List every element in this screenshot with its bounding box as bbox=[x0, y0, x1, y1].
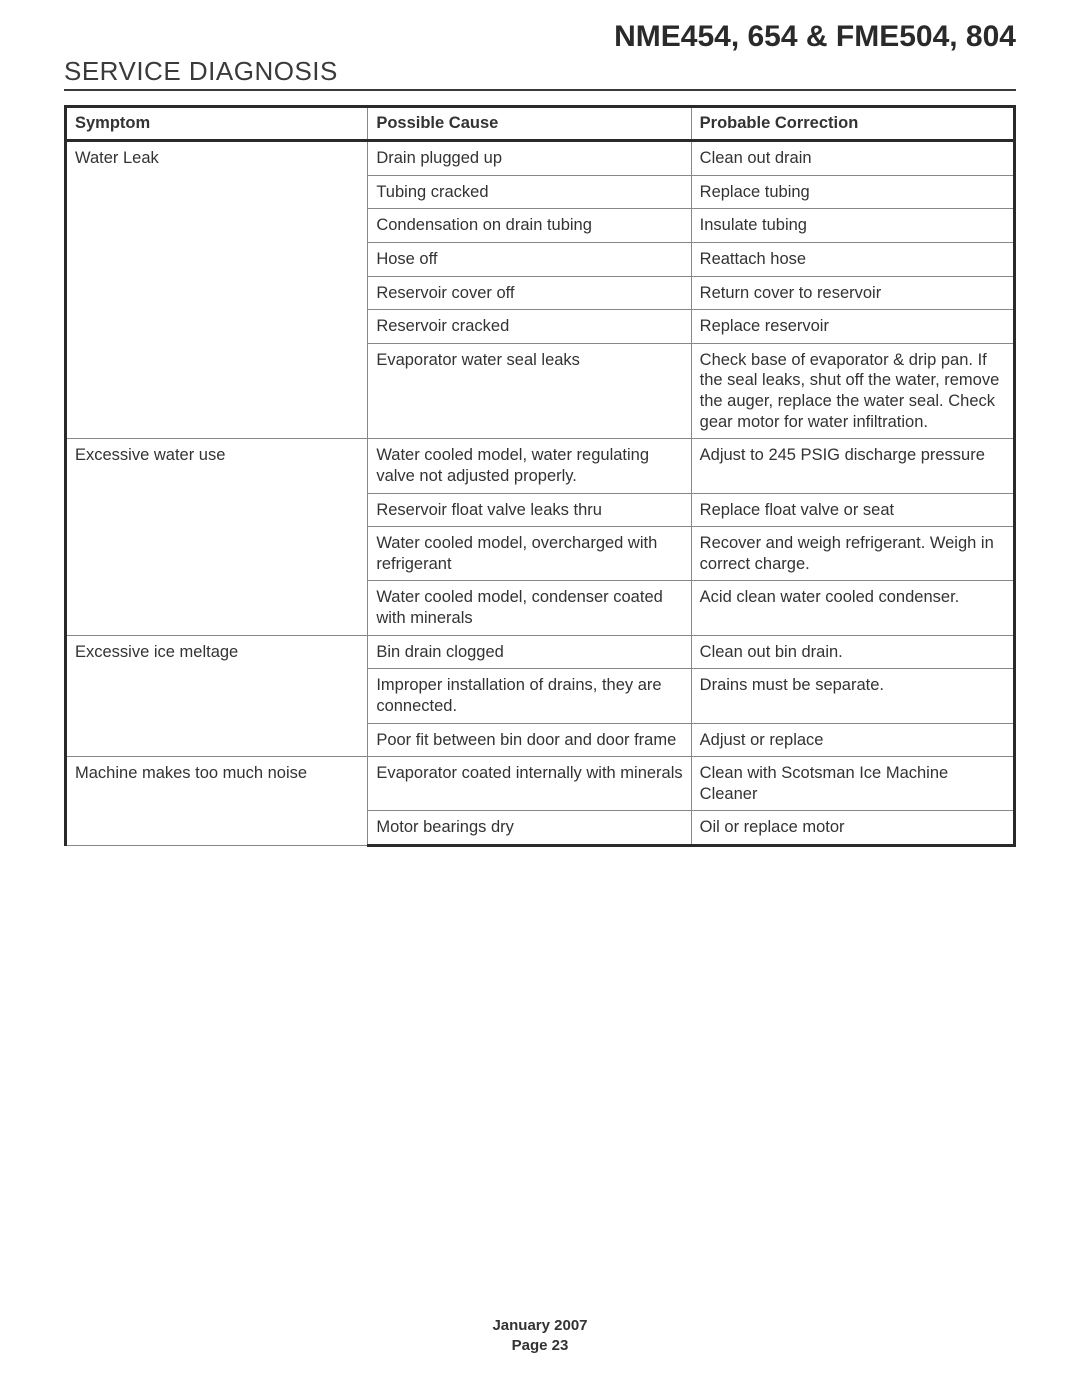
cause-cell: Hose off bbox=[368, 242, 691, 276]
table-header-row: Symptom Possible Cause Probable Correcti… bbox=[66, 107, 1015, 141]
cause-cell: Poor fit between bin door and door frame bbox=[368, 723, 691, 757]
cause-cell: Motor bearings dry bbox=[368, 811, 691, 846]
col-header-fix: Probable Correction bbox=[691, 107, 1014, 141]
fix-cell: Return cover to reservoir bbox=[691, 276, 1014, 310]
col-header-cause: Possible Cause bbox=[368, 107, 691, 141]
table-row: Excessive water useWater cooled model, w… bbox=[66, 439, 1015, 493]
cause-cell: Reservoir cracked bbox=[368, 310, 691, 344]
cause-cell: Improper installation of drains, they ar… bbox=[368, 669, 691, 723]
fix-cell: Replace reservoir bbox=[691, 310, 1014, 344]
fix-cell: Clean out drain bbox=[691, 141, 1014, 176]
cause-cell: Water cooled model, overcharged with ref… bbox=[368, 527, 691, 581]
cause-cell: Reservoir cover off bbox=[368, 276, 691, 310]
section-title: SERVICE DIAGNOSIS bbox=[64, 56, 1016, 91]
fix-cell: Oil or replace motor bbox=[691, 811, 1014, 846]
fix-cell: Acid clean water cooled condenser. bbox=[691, 581, 1014, 635]
fix-cell: Insulate tubing bbox=[691, 209, 1014, 243]
cause-cell: Evaporator water seal leaks bbox=[368, 343, 691, 439]
fix-cell: Reattach hose bbox=[691, 242, 1014, 276]
cause-cell: Evaporator coated internally with minera… bbox=[368, 757, 691, 811]
symptom-cell: Water Leak bbox=[66, 141, 368, 439]
fix-cell: Adjust or replace bbox=[691, 723, 1014, 757]
fix-cell: Replace float valve or seat bbox=[691, 493, 1014, 527]
fix-cell: Check base of evaporator & drip pan. If … bbox=[691, 343, 1014, 439]
table-row: Machine makes too much noiseEvaporator c… bbox=[66, 757, 1015, 811]
fix-cell: Replace tubing bbox=[691, 175, 1014, 209]
footer-page: Page 23 bbox=[0, 1336, 1080, 1356]
footer-date: January 2007 bbox=[0, 1316, 1080, 1336]
cause-cell: Water cooled model, water regulating val… bbox=[368, 439, 691, 493]
diagnosis-table: Symptom Possible Cause Probable Correcti… bbox=[64, 105, 1016, 847]
symptom-cell: Machine makes too much noise bbox=[66, 757, 368, 846]
page-footer: January 2007 Page 23 bbox=[0, 1316, 1080, 1355]
fix-cell: Adjust to 245 PSIG discharge pressure bbox=[691, 439, 1014, 493]
cause-cell: Bin drain clogged bbox=[368, 635, 691, 669]
fix-cell: Recover and weigh refrigerant. Weigh in … bbox=[691, 527, 1014, 581]
symptom-cell: Excessive water use bbox=[66, 439, 368, 635]
cause-cell: Water cooled model, condenser coated wit… bbox=[368, 581, 691, 635]
cause-cell: Reservoir float valve leaks thru bbox=[368, 493, 691, 527]
symptom-cell: Excessive ice meltage bbox=[66, 635, 368, 757]
cause-cell: Drain plugged up bbox=[368, 141, 691, 176]
diagnosis-table-body: Water LeakDrain plugged upClean out drai… bbox=[66, 141, 1015, 846]
cause-cell: Tubing cracked bbox=[368, 175, 691, 209]
cause-cell: Condensation on drain tubing bbox=[368, 209, 691, 243]
model-title: NME454, 654 & FME504, 804 bbox=[64, 20, 1016, 54]
table-row: Excessive ice meltageBin drain cloggedCl… bbox=[66, 635, 1015, 669]
fix-cell: Clean out bin drain. bbox=[691, 635, 1014, 669]
col-header-symptom: Symptom bbox=[66, 107, 368, 141]
fix-cell: Drains must be separate. bbox=[691, 669, 1014, 723]
fix-cell: Clean with Scotsman Ice Machine Cleaner bbox=[691, 757, 1014, 811]
table-row: Water LeakDrain plugged upClean out drai… bbox=[66, 141, 1015, 176]
